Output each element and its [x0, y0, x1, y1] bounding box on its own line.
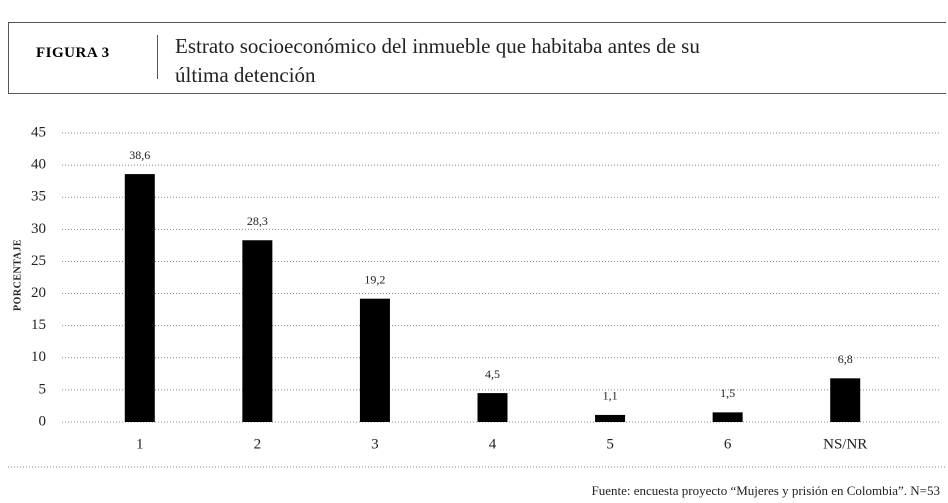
y-tick-label: 40: [31, 157, 46, 173]
value-label: 6,8: [838, 352, 853, 366]
y-tick-label: 15: [31, 317, 46, 333]
value-label: 28,3: [247, 214, 268, 228]
bar: [830, 378, 861, 422]
y-axis-label: PORCENTAJE: [12, 239, 23, 311]
y-tick-label: 45: [31, 124, 46, 140]
bar: [124, 174, 155, 422]
y-tick-label: 20: [31, 285, 46, 301]
y-tick-label: 30: [31, 221, 46, 237]
y-tick-label: 10: [31, 349, 46, 365]
x-tick-label: NS/NR: [823, 436, 867, 452]
x-tick-label: 2: [254, 436, 262, 452]
y-tick-label: 5: [39, 381, 47, 397]
bar: [477, 393, 508, 422]
figure-label: FIGURA 3: [36, 45, 110, 61]
source-note: Fuente: encuesta proyecto “Mujeres y pri…: [592, 483, 941, 498]
value-label: 4,5: [485, 367, 500, 381]
value-label: 19,2: [364, 272, 385, 286]
y-tick-label: 25: [31, 253, 46, 269]
divider: [157, 35, 158, 79]
x-tick-label: 3: [371, 436, 379, 452]
bar: [242, 240, 273, 422]
bar: [712, 412, 743, 422]
bar: [595, 414, 626, 422]
y-tick-label: 35: [31, 189, 46, 205]
value-label: 38,6: [129, 148, 150, 162]
value-label: 1,5: [720, 386, 735, 400]
x-tick-label: 6: [724, 436, 732, 452]
x-tick-label: 5: [606, 436, 614, 452]
figure-title: Estrato socioeconómico del inmueble que …: [175, 34, 700, 87]
value-label: 1,1: [603, 389, 618, 403]
bar: [359, 298, 390, 422]
x-tick-label: 1: [136, 436, 144, 452]
x-tick-label: 4: [489, 436, 497, 452]
figure-header: FIGURA 3 Estrato socioeconómico del inmu…: [8, 22, 946, 94]
y-tick-label: 0: [39, 413, 47, 429]
